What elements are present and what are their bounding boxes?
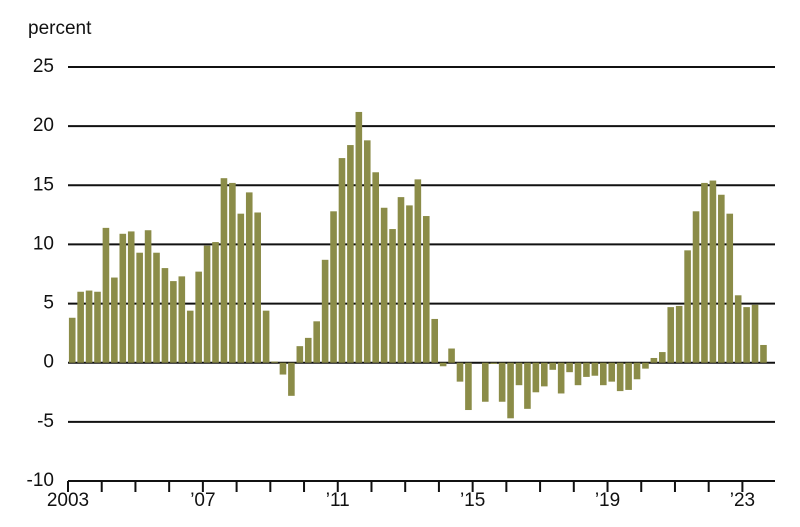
bar bbox=[296, 346, 304, 363]
bar bbox=[507, 362, 514, 419]
bar bbox=[591, 362, 599, 376]
y-axis-label: percent bbox=[28, 18, 92, 39]
bar bbox=[220, 178, 228, 363]
y-tick-label: -10 bbox=[27, 470, 54, 491]
bar bbox=[515, 362, 523, 386]
bar bbox=[650, 357, 658, 363]
bar bbox=[583, 362, 590, 377]
bar bbox=[422, 216, 430, 363]
bar bbox=[144, 230, 152, 363]
bar bbox=[490, 362, 498, 364]
bar bbox=[178, 276, 186, 363]
bar bbox=[229, 182, 236, 363]
bar bbox=[566, 362, 573, 373]
bar bbox=[127, 231, 135, 363]
bar bbox=[557, 362, 565, 394]
bar bbox=[751, 304, 759, 363]
bar bbox=[642, 362, 649, 369]
bar bbox=[709, 180, 717, 363]
bar bbox=[481, 362, 489, 402]
bar bbox=[119, 233, 127, 363]
bar bbox=[203, 245, 211, 363]
x-tick-label: 2003 bbox=[47, 490, 89, 511]
bar bbox=[372, 172, 379, 363]
bar bbox=[524, 362, 531, 409]
bar bbox=[532, 362, 540, 393]
bar bbox=[161, 268, 169, 363]
bar bbox=[102, 227, 110, 363]
bar bbox=[170, 281, 177, 363]
bar bbox=[414, 179, 422, 363]
bar bbox=[600, 362, 607, 386]
bar bbox=[734, 295, 742, 363]
bar bbox=[363, 140, 371, 363]
y-tick-label: 5 bbox=[43, 293, 54, 314]
bar bbox=[675, 305, 683, 363]
bar bbox=[667, 307, 675, 363]
x-tick-label: ’07 bbox=[190, 490, 215, 511]
bar bbox=[195, 271, 202, 363]
bar bbox=[94, 291, 101, 363]
bar bbox=[540, 362, 548, 387]
bar bbox=[313, 321, 320, 363]
bar bbox=[439, 362, 447, 367]
bar bbox=[85, 290, 93, 363]
bar bbox=[153, 252, 160, 363]
bar bbox=[68, 317, 76, 363]
bar bbox=[271, 361, 278, 363]
bar bbox=[684, 250, 691, 363]
bar bbox=[406, 205, 413, 363]
x-tick-label: ’11 bbox=[326, 490, 350, 511]
bar bbox=[456, 362, 464, 382]
bar bbox=[355, 111, 363, 363]
y-tick-label: -5 bbox=[37, 411, 54, 432]
bar bbox=[431, 318, 439, 363]
bar bbox=[321, 259, 329, 363]
bar bbox=[262, 310, 270, 363]
bar bbox=[237, 213, 245, 363]
bar bbox=[633, 362, 641, 380]
bar bbox=[347, 145, 354, 363]
bar bbox=[186, 310, 194, 363]
bar bbox=[448, 348, 455, 363]
bar bbox=[136, 252, 143, 363]
bar bbox=[625, 362, 632, 390]
y-tick-label: 15 bbox=[33, 174, 54, 195]
bar bbox=[760, 344, 767, 363]
bar bbox=[77, 291, 84, 363]
bar bbox=[338, 158, 346, 363]
bar bbox=[397, 197, 405, 363]
y-tick-label: 10 bbox=[33, 233, 54, 254]
x-tick-label: ’15 bbox=[460, 490, 485, 511]
bar bbox=[743, 307, 750, 363]
bar bbox=[701, 182, 708, 363]
x-tick-label: ’23 bbox=[730, 490, 755, 511]
bar bbox=[608, 362, 616, 382]
bar bbox=[304, 337, 312, 363]
y-tick-label: 0 bbox=[43, 352, 54, 373]
bar bbox=[574, 362, 582, 386]
bar bbox=[465, 362, 472, 411]
bar bbox=[718, 194, 725, 363]
y-tick-label: 20 bbox=[33, 115, 54, 136]
y-tick-label: 25 bbox=[33, 56, 54, 77]
bar bbox=[549, 362, 557, 370]
bar bbox=[288, 362, 295, 396]
bar bbox=[330, 211, 337, 363]
bar bbox=[212, 242, 219, 363]
bar bbox=[245, 192, 253, 363]
bar bbox=[279, 362, 287, 375]
bar bbox=[692, 211, 700, 363]
bar bbox=[111, 277, 118, 363]
bar bbox=[389, 229, 396, 363]
bar bbox=[616, 362, 624, 392]
bar bbox=[254, 212, 261, 363]
bar bbox=[726, 213, 734, 363]
x-tick-label: ’19 bbox=[595, 490, 620, 511]
bar bbox=[659, 352, 666, 363]
bar bbox=[498, 362, 506, 402]
bar bbox=[380, 207, 388, 363]
